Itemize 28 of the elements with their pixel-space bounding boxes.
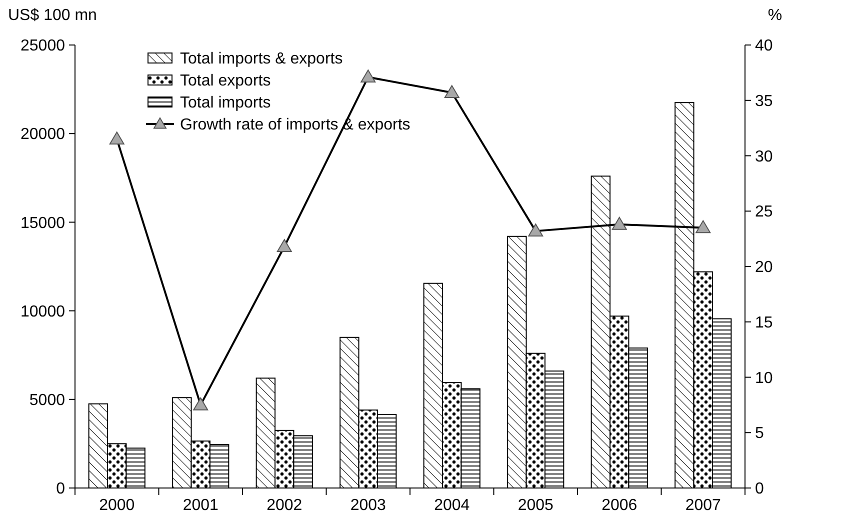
y-tick-label: 20000: [20, 126, 66, 144]
x-tick-label: 2005: [518, 497, 554, 514]
y2-tick-label: 25: [755, 204, 773, 221]
x-tick-label: 2007: [685, 497, 722, 514]
y2-tick-label: 20: [755, 259, 773, 276]
y2-tick-label: 5: [755, 425, 764, 442]
y2-tick-label: 30: [755, 148, 773, 166]
y2-tick-label: 15: [755, 314, 773, 332]
legend-label: Total imports: [180, 94, 271, 112]
legend-label: Total exports: [180, 72, 271, 90]
y2-tick-label: 10: [755, 370, 773, 387]
y-tick-label: 0: [56, 480, 66, 498]
y2-axis-title: %: [768, 7, 782, 24]
x-tick-label: 2004: [434, 497, 470, 514]
x-tick-label: 2000: [99, 497, 135, 514]
y-tick-label: 10000: [20, 303, 66, 320]
x-tick-label: 2001: [182, 497, 219, 514]
y2-tick-label: 40: [755, 38, 773, 55]
y2-tick-label: 0: [755, 480, 764, 498]
y2-tick-label: 35: [755, 92, 773, 110]
x-tick-label: 2006: [602, 497, 638, 514]
x-tick-label: 2003: [350, 497, 386, 514]
y-tick-label: 15000: [20, 214, 66, 232]
y-tick-label: 5000: [29, 392, 66, 409]
x-tick-label: 2002: [266, 497, 302, 514]
legend-label: Total imports & exports: [180, 50, 343, 68]
y-tick-label: 25000: [20, 38, 66, 55]
y-axis-title: US$ 100 mn: [8, 7, 97, 24]
